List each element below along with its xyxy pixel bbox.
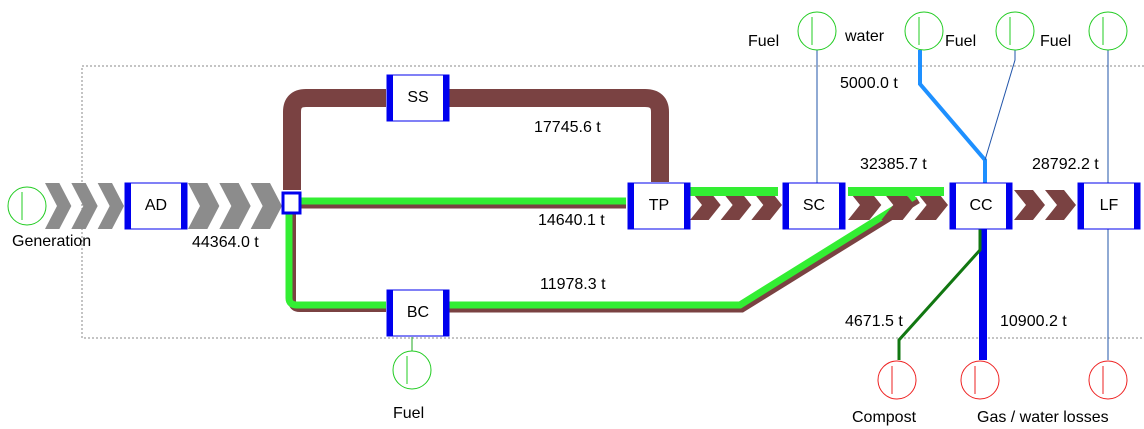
node-bar xyxy=(1134,183,1140,229)
node-label: SC xyxy=(803,197,825,214)
chevron xyxy=(97,183,124,229)
flow-water xyxy=(918,50,987,184)
terminal xyxy=(7,186,47,226)
terminal xyxy=(1088,360,1128,400)
terminal xyxy=(797,11,837,51)
node-bar xyxy=(1078,183,1084,229)
terminal xyxy=(1088,11,1128,51)
sink-label: Gas / water losses xyxy=(977,409,1109,426)
node-bar xyxy=(839,183,845,229)
node-label: AD xyxy=(145,197,167,214)
node-bar xyxy=(443,290,449,336)
chevron xyxy=(690,190,721,220)
terminal xyxy=(995,11,1035,51)
terminal xyxy=(392,350,432,390)
chevron-top xyxy=(690,187,778,196)
chevron xyxy=(71,183,98,229)
flow-label: 4671.5 t xyxy=(845,313,903,330)
process-node: AD xyxy=(124,182,188,230)
node-box xyxy=(1077,182,1141,230)
process-node: SS xyxy=(386,74,450,122)
chevron xyxy=(914,190,948,220)
flow-label: 32385.7 t xyxy=(860,156,927,173)
process-node: LF xyxy=(1077,182,1141,230)
chevron xyxy=(751,190,782,220)
flow-label: 17745.6 t xyxy=(534,119,601,136)
node-box xyxy=(949,182,1013,230)
sink-label: Compost xyxy=(852,409,917,426)
terminals xyxy=(7,11,1128,400)
flow-label: 44364.0 t xyxy=(192,234,259,251)
chevron-top xyxy=(848,187,944,196)
node-bar xyxy=(387,75,393,121)
flows xyxy=(283,50,1109,360)
source-label: Fuel xyxy=(945,33,976,50)
chevron xyxy=(1045,190,1076,220)
nodes: AD SS TP SC CC LF BC xyxy=(124,74,1141,337)
node-label: LF xyxy=(1100,197,1119,214)
node-bar xyxy=(950,183,956,229)
source-label: Fuel xyxy=(1040,33,1071,50)
junction xyxy=(281,191,302,215)
node-box xyxy=(124,182,188,230)
chevron xyxy=(1014,190,1045,220)
flow-ss-in xyxy=(283,89,386,190)
flow-label: 14640.1 t xyxy=(538,212,605,229)
node-bar xyxy=(387,290,393,336)
node-label: SS xyxy=(407,89,428,106)
flow-compost xyxy=(897,229,982,360)
chevron xyxy=(188,183,220,229)
flow-label: 10900.2 t xyxy=(1000,313,1067,330)
terminal xyxy=(904,11,944,51)
terminal xyxy=(877,360,917,400)
node-label: BC xyxy=(407,304,429,321)
chevron xyxy=(219,183,251,229)
chevron xyxy=(848,190,882,220)
process-node: TP xyxy=(627,182,691,230)
flow-bc-cc-shadow xyxy=(449,197,920,313)
flow-label: 5000.0 t xyxy=(840,75,898,92)
chevron xyxy=(881,190,915,220)
flow-fuel-cc xyxy=(984,50,1016,161)
flow-label: 28792.2 t xyxy=(1032,156,1099,173)
flow-bc-cc xyxy=(449,193,917,309)
chevron xyxy=(720,190,752,220)
process-node: CC xyxy=(949,182,1013,230)
process-node: SC xyxy=(782,182,846,230)
terminal xyxy=(960,360,1000,400)
source-label: Generation xyxy=(12,233,91,250)
node-bar xyxy=(783,183,789,229)
process-node: BC xyxy=(386,289,450,337)
flow-bc-in xyxy=(285,214,386,309)
node-bar xyxy=(1006,183,1012,229)
chevrons xyxy=(45,183,1076,229)
source-label: Fuel xyxy=(393,405,424,422)
source-label: water xyxy=(844,28,885,45)
source-label: Fuel xyxy=(748,33,779,50)
chevron xyxy=(45,183,72,229)
node-bar xyxy=(628,183,634,229)
node-bar xyxy=(443,75,449,121)
node-label: CC xyxy=(969,197,992,214)
node-bar xyxy=(181,183,187,229)
node-bar xyxy=(684,183,690,229)
flow-bc-shadow xyxy=(288,214,386,312)
node-label: TP xyxy=(649,197,669,214)
chevron xyxy=(250,183,282,229)
flow-ss-tp xyxy=(449,89,669,182)
node-bar xyxy=(125,183,131,229)
flow-label: 11978.3 t xyxy=(540,276,606,293)
